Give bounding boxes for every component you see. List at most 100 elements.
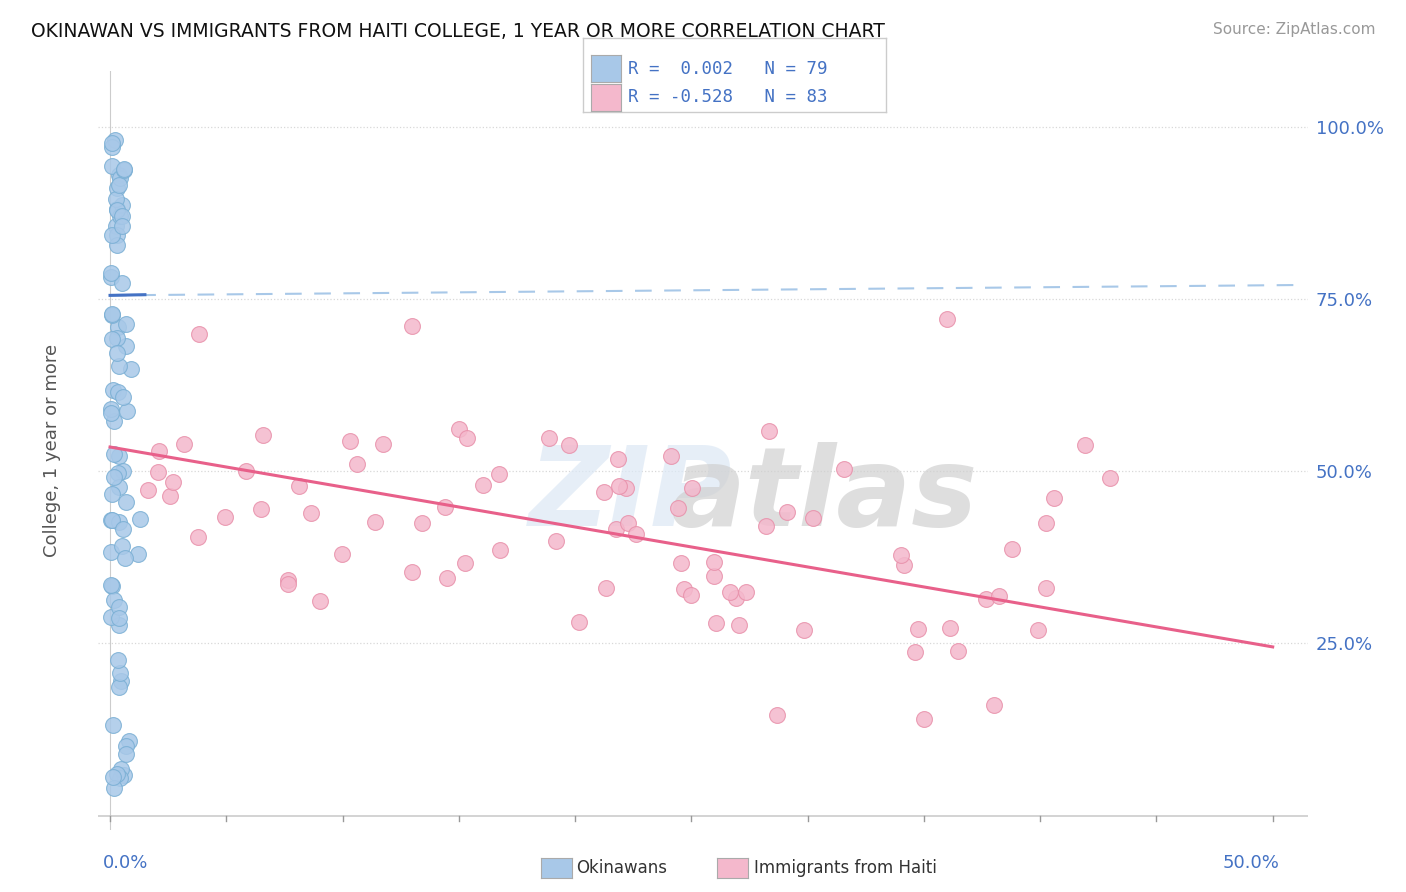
Point <box>614 481 637 495</box>
Point <box>110 171 132 186</box>
Point <box>606 452 628 467</box>
Point <box>111 209 134 223</box>
Point <box>112 161 135 176</box>
Point <box>101 487 124 501</box>
Point <box>105 192 128 206</box>
Point <box>107 449 129 463</box>
Point <box>118 734 141 748</box>
Point <box>339 434 361 449</box>
Point <box>946 644 969 658</box>
Point <box>1099 471 1122 485</box>
Point <box>108 168 131 182</box>
Point <box>718 585 741 599</box>
Text: ZIP: ZIP <box>529 442 733 549</box>
Point <box>907 622 929 636</box>
Point <box>120 361 142 376</box>
Point <box>100 402 122 417</box>
Point <box>659 449 682 463</box>
Point <box>758 424 780 438</box>
Point <box>104 219 127 233</box>
Point <box>472 478 495 492</box>
Point <box>100 578 122 592</box>
Point <box>148 444 170 458</box>
Point <box>115 317 138 331</box>
Point <box>488 542 510 557</box>
Point <box>101 771 124 785</box>
Point <box>100 610 122 624</box>
Point <box>108 666 131 681</box>
Point <box>127 547 149 561</box>
Point <box>801 511 824 525</box>
Point <box>626 527 648 541</box>
Point <box>673 582 696 597</box>
Point <box>893 558 915 573</box>
Point <box>544 534 567 549</box>
Point <box>103 413 125 427</box>
Point <box>112 390 135 404</box>
Point <box>938 620 960 634</box>
Point <box>107 320 129 334</box>
Point <box>309 594 332 608</box>
Point <box>187 530 209 544</box>
Point <box>101 513 124 527</box>
Point <box>456 431 478 445</box>
Point <box>100 332 122 346</box>
Point <box>364 515 387 529</box>
Point <box>704 615 727 630</box>
Point <box>112 162 135 177</box>
Point <box>1042 491 1064 505</box>
Point <box>371 437 394 451</box>
Point <box>104 133 127 147</box>
Point <box>568 615 591 630</box>
Point <box>724 591 747 605</box>
Point <box>159 489 181 503</box>
Point <box>703 569 725 583</box>
Point <box>108 611 131 625</box>
Point <box>488 467 510 482</box>
Point <box>115 747 138 762</box>
Point <box>115 739 138 754</box>
Point <box>108 480 131 494</box>
Point <box>108 515 131 529</box>
Point <box>111 276 134 290</box>
Point <box>832 462 855 476</box>
Point <box>105 767 128 781</box>
Point <box>101 160 124 174</box>
Point <box>108 210 131 224</box>
Point <box>299 507 322 521</box>
Point <box>775 505 797 519</box>
Point <box>100 406 122 420</box>
Point <box>1001 542 1024 557</box>
Point <box>188 326 211 341</box>
Point <box>101 578 124 592</box>
Point <box>105 227 128 242</box>
Point <box>703 554 725 568</box>
Point <box>558 438 581 452</box>
Point <box>755 518 778 533</box>
Point <box>592 485 614 500</box>
Text: 0.0%: 0.0% <box>103 854 149 871</box>
Point <box>111 219 134 233</box>
Point <box>537 431 560 445</box>
Point <box>108 600 131 615</box>
Point <box>105 331 128 345</box>
Point <box>727 618 749 632</box>
Point <box>936 312 959 326</box>
Text: 50.0%: 50.0% <box>1223 854 1279 871</box>
Point <box>112 464 135 478</box>
Point <box>101 718 124 732</box>
Point <box>103 447 125 461</box>
Point <box>912 712 935 726</box>
Point <box>100 228 122 243</box>
Point <box>277 577 299 591</box>
Point <box>111 522 134 536</box>
Point <box>103 470 125 484</box>
Point <box>107 652 129 666</box>
Point <box>105 346 128 360</box>
Point <box>332 547 354 561</box>
Point <box>411 516 433 530</box>
Point <box>105 237 128 252</box>
Point <box>101 140 124 154</box>
Text: atlas: atlas <box>671 442 977 549</box>
Point <box>983 698 1005 713</box>
